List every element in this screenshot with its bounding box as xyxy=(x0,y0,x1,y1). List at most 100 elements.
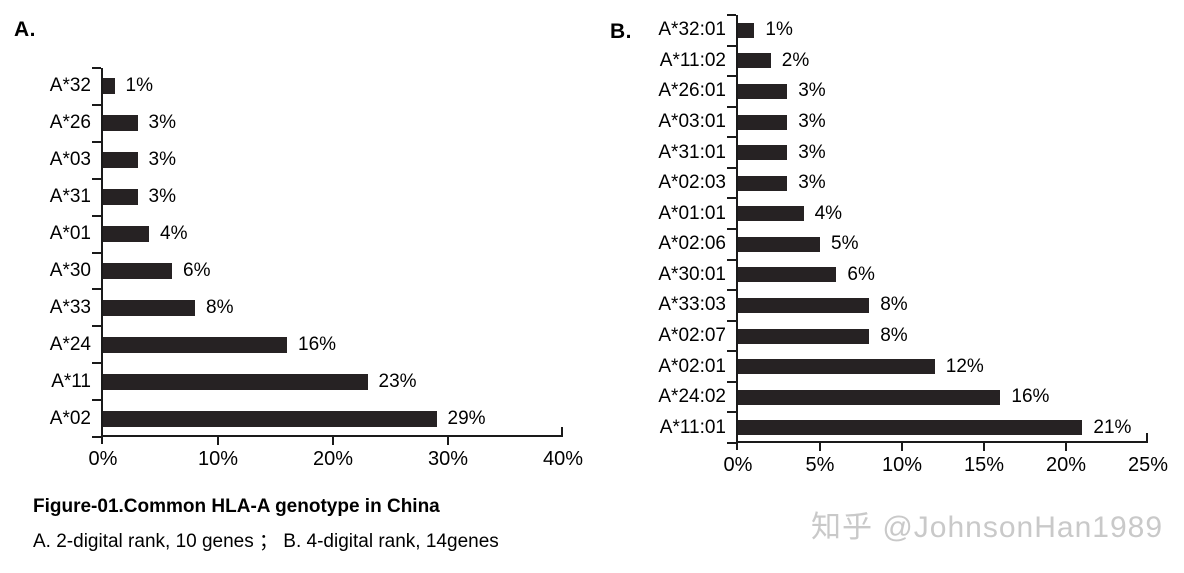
y-tick-mark xyxy=(92,399,101,402)
category-label: A*32 xyxy=(49,75,91,97)
value-label: 23% xyxy=(378,370,417,392)
y-axis-line xyxy=(736,15,738,450)
bar xyxy=(738,359,935,375)
bar-row: A*33 8% xyxy=(30,289,563,326)
value-label: 12% xyxy=(945,355,984,377)
value-label: 3% xyxy=(148,149,176,171)
category-label: A*02:03 xyxy=(658,172,726,194)
category-label: A*11:01 xyxy=(659,416,726,438)
y-tick-mark xyxy=(727,289,736,292)
category-label: A*01:01 xyxy=(658,202,726,224)
y-tick-mark xyxy=(727,136,736,139)
bar-row: A*11:01 21% xyxy=(645,413,1148,444)
y-tick-mark xyxy=(727,319,736,322)
y-axis-line xyxy=(101,68,103,444)
value-label: 8% xyxy=(880,325,908,347)
category-label: A*02:07 xyxy=(658,325,726,347)
bar-row: A*02:06 5% xyxy=(645,229,1148,260)
bar-track: 23% xyxy=(103,363,563,400)
value-label: 3% xyxy=(148,186,176,208)
y-tick-mark xyxy=(727,44,736,47)
bar xyxy=(738,175,788,191)
y-tick-mark xyxy=(727,75,736,78)
bar-row: A*30:01 6% xyxy=(645,260,1148,291)
x-tick-label: 10% xyxy=(881,454,923,476)
bar-row: A*01 4% xyxy=(30,216,563,253)
value-label: 4% xyxy=(160,223,188,245)
category-label: A*11:02 xyxy=(659,49,726,71)
bar-track: 2% xyxy=(738,46,1148,77)
bar-track: 8% xyxy=(103,289,563,326)
value-label: 16% xyxy=(1011,386,1050,408)
bar xyxy=(103,299,195,316)
x-tick-mark xyxy=(1065,443,1067,451)
y-tick-mark xyxy=(92,436,101,438)
value-label: 16% xyxy=(298,333,337,355)
x-tick-mark xyxy=(983,443,985,451)
bar-track: 21% xyxy=(738,413,1148,444)
y-tick-mark xyxy=(92,362,101,365)
bar-row: A*11:02 2% xyxy=(645,46,1148,77)
category-label: A*11 xyxy=(51,370,91,392)
x-tick-label: 25% xyxy=(1127,454,1169,476)
x-tick-mark xyxy=(819,443,821,451)
y-tick-mark xyxy=(727,411,736,414)
category-label: A*24 xyxy=(49,333,91,355)
bar-track: 16% xyxy=(738,382,1148,413)
bar-row: A*24 16% xyxy=(30,326,563,363)
y-tick-mark xyxy=(92,67,101,69)
y-tick-mark xyxy=(92,325,101,328)
y-tick-mark xyxy=(727,380,736,383)
y-tick-mark xyxy=(727,442,736,444)
bar-track: 3% xyxy=(738,107,1148,138)
bar xyxy=(738,420,1083,436)
bar-track: 3% xyxy=(738,137,1148,168)
bar xyxy=(738,114,788,130)
x-tick-label: 0% xyxy=(88,448,118,470)
category-label: A*31:01 xyxy=(658,141,726,163)
y-tick-mark xyxy=(727,197,736,200)
x-tick-label: 15% xyxy=(963,454,1005,476)
y-tick-mark xyxy=(92,140,101,143)
panel-a-label: A. xyxy=(14,18,36,41)
y-tick-mark xyxy=(727,228,736,230)
category-label: A*30:01 xyxy=(658,263,726,285)
x-axis-line xyxy=(736,441,1148,443)
panel-b-label: B. xyxy=(610,20,632,43)
category-label: A*02:06 xyxy=(658,233,726,255)
bar xyxy=(738,267,837,283)
bar-row: A*02:03 3% xyxy=(645,168,1148,199)
bar-row: A*24:02 16% xyxy=(645,382,1148,413)
category-label: A*02 xyxy=(49,407,91,429)
x-tick-label: 0% xyxy=(723,454,753,476)
value-label: 8% xyxy=(880,294,908,316)
x-tick-label: 20% xyxy=(312,448,354,470)
x-axis-end-tick xyxy=(1146,433,1148,442)
x-tick-label: 30% xyxy=(427,448,469,470)
bar-row: A*11 23% xyxy=(30,363,563,400)
x-axis: 0% 10% 20% 30% 40% xyxy=(89,437,583,475)
bar-track: 1% xyxy=(738,15,1148,46)
bar-track: 4% xyxy=(738,198,1148,229)
bar-row: A*32:01 1% xyxy=(645,15,1148,46)
value-label: 6% xyxy=(183,259,211,281)
category-label: A*32:01 xyxy=(658,19,726,41)
bar xyxy=(103,262,172,279)
y-tick-mark xyxy=(727,14,736,16)
category-label: A*03 xyxy=(49,149,91,171)
bar xyxy=(738,328,870,344)
value-label: 1% xyxy=(125,75,153,97)
category-label: A*02:01 xyxy=(658,355,726,377)
value-label: 1% xyxy=(765,19,793,41)
category-label: A*24:02 xyxy=(658,386,726,408)
bar-row: A*31 3% xyxy=(30,179,563,216)
bar-track: 3% xyxy=(738,168,1148,199)
category-label: A*26:01 xyxy=(658,80,726,102)
bar-row: A*26 3% xyxy=(30,105,563,142)
figure-title: Figure-01.Common HLA-A genotype in China xyxy=(33,496,440,517)
category-label: A*03:01 xyxy=(658,111,726,133)
bar-track: 8% xyxy=(738,290,1148,321)
bar-track: 3% xyxy=(103,179,563,216)
bar xyxy=(103,189,138,206)
x-axis-end-tick xyxy=(561,427,563,436)
